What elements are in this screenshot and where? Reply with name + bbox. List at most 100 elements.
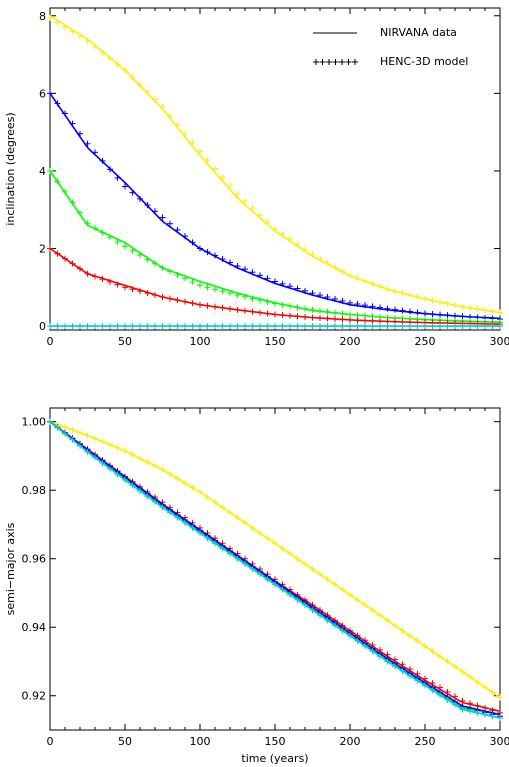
inclination-model-marker (317, 255, 323, 262)
inclination-model-marker (152, 96, 158, 103)
legend-plus-marker (345, 59, 352, 65)
inclination-model-marker (294, 313, 301, 320)
inclination-x-tick-label: 50 (118, 335, 132, 348)
semi-major-axis-model-marker (422, 682, 428, 689)
inclination-model-marker (99, 276, 106, 283)
semi-major-axis-model-marker (377, 612, 383, 619)
inclination-model-marker (444, 312, 451, 319)
semi-major-axis-model-marker (197, 488, 203, 495)
inclination-model-marker (107, 234, 113, 241)
semi-major-axis-model-marker (384, 617, 391, 624)
inclination-model-marker (114, 174, 121, 181)
inclination-series-2 (47, 167, 503, 326)
semi-major-axis-model-marker (242, 519, 248, 526)
semi-major-axis-model-marker (332, 581, 338, 588)
inclination-model-marker (309, 314, 316, 321)
semi-major-axis-y-axis-title: semi−major axis (4, 522, 17, 615)
semi-major-axis-model-marker (174, 514, 181, 521)
inclination-model-marker (174, 271, 181, 278)
inclination-model-marker (219, 323, 226, 330)
inclination-model-marker (354, 301, 361, 308)
inclination-model-marker (339, 310, 346, 317)
inclination-model-marker (414, 309, 421, 316)
inclination-model-marker (129, 74, 136, 81)
inclination-model-marker (234, 191, 241, 198)
inclination-model-marker (129, 247, 136, 254)
semi-major-axis-model-marker (272, 581, 278, 588)
inclination-model-marker (77, 130, 83, 137)
inclination-model-marker (324, 308, 331, 315)
semi-major-axis-model-marker (429, 687, 436, 694)
inclination-model-marker (54, 250, 61, 257)
inclination-model-marker (287, 303, 293, 310)
inclination-model-marker (399, 290, 406, 297)
semi-major-axis-model-marker (182, 480, 188, 487)
semi-major-axis-model-marker (287, 591, 293, 598)
inclination-model-marker (137, 288, 143, 295)
inclination-model-marker (204, 157, 211, 164)
inclination-model-marker (174, 297, 181, 304)
inclination-model-marker (129, 323, 136, 330)
inclination-model-marker (189, 278, 196, 285)
inclination-model-marker (84, 323, 91, 330)
inclination-model-marker (92, 273, 98, 280)
legend-plus-swatch (313, 59, 358, 65)
semi-major-axis-model-marker (249, 524, 256, 531)
inclination-model-marker (369, 303, 376, 310)
inclination-model-marker (114, 281, 121, 288)
inclination-model-marker (204, 302, 211, 309)
semi-major-axis-model-marker (399, 627, 406, 634)
inclination-model-marker (84, 270, 91, 277)
inclination-series-4 (47, 323, 503, 330)
inclination-model-marker (302, 305, 308, 312)
inclination-model-marker (144, 290, 151, 297)
semi-major-axis-model-marker (107, 441, 113, 448)
semi-major-axis-model-marker (467, 700, 473, 707)
semi-major-axis-series-line (49, 421, 501, 716)
inclination-model-marker (272, 226, 278, 233)
inclination-model-marker (84, 37, 91, 44)
legend-plus-marker (319, 59, 326, 65)
inclination-series-0 (47, 14, 503, 316)
semi-major-axis-model-marker (369, 648, 376, 655)
inclination-model-marker (489, 308, 496, 315)
inclination-model-marker (414, 323, 421, 330)
semi-major-axis-model-marker (62, 424, 68, 431)
inclination-model-marker (62, 255, 68, 262)
inclination-model-marker (249, 323, 256, 330)
inclination-y-tick-label: 4 (39, 165, 46, 178)
inclination-model-marker (309, 306, 316, 313)
inclination-y-tick-label: 6 (39, 87, 46, 100)
inclination-y-axis-title: inclination (degrees) (4, 112, 17, 225)
inclination-x-tick-label: 100 (190, 335, 211, 348)
semi-major-axis-series-4 (47, 418, 503, 722)
semi-major-axis-model-marker (159, 504, 166, 511)
inclination-model-marker (69, 260, 76, 267)
inclination-model-marker (69, 120, 76, 127)
semi-major-axis-model-marker (264, 576, 271, 583)
inclination-model-marker (107, 55, 113, 62)
inclination-model-marker (339, 323, 346, 330)
inclination-model-marker (99, 323, 106, 330)
inclination-model-marker (347, 323, 353, 330)
inclination-model-marker (422, 295, 428, 302)
semi-major-axis-model-marker (99, 460, 106, 467)
inclination-model-marker (212, 303, 218, 310)
inclination-model-marker (227, 323, 233, 330)
inclination-model-marker (47, 167, 53, 174)
semi-major-axis-model-marker (92, 435, 98, 442)
inclination-model-marker (444, 300, 451, 307)
inclination-model-marker (137, 81, 143, 88)
inclination-model-marker (54, 19, 61, 26)
inclination-model-marker (77, 323, 83, 330)
inclination-model-marker (279, 323, 286, 330)
semi-major-axis-model-marker (144, 493, 151, 500)
inclination-model-marker (189, 239, 196, 246)
inclination-model-marker (197, 301, 203, 308)
legend-label-henc: HENC-3D model (380, 55, 468, 68)
inclination-model-marker (167, 295, 173, 302)
semi-major-axis-model-marker (174, 475, 181, 482)
inclination-model-marker (467, 323, 473, 330)
semi-major-axis-series-3 (47, 418, 503, 720)
inclination-model-marker (54, 323, 61, 330)
